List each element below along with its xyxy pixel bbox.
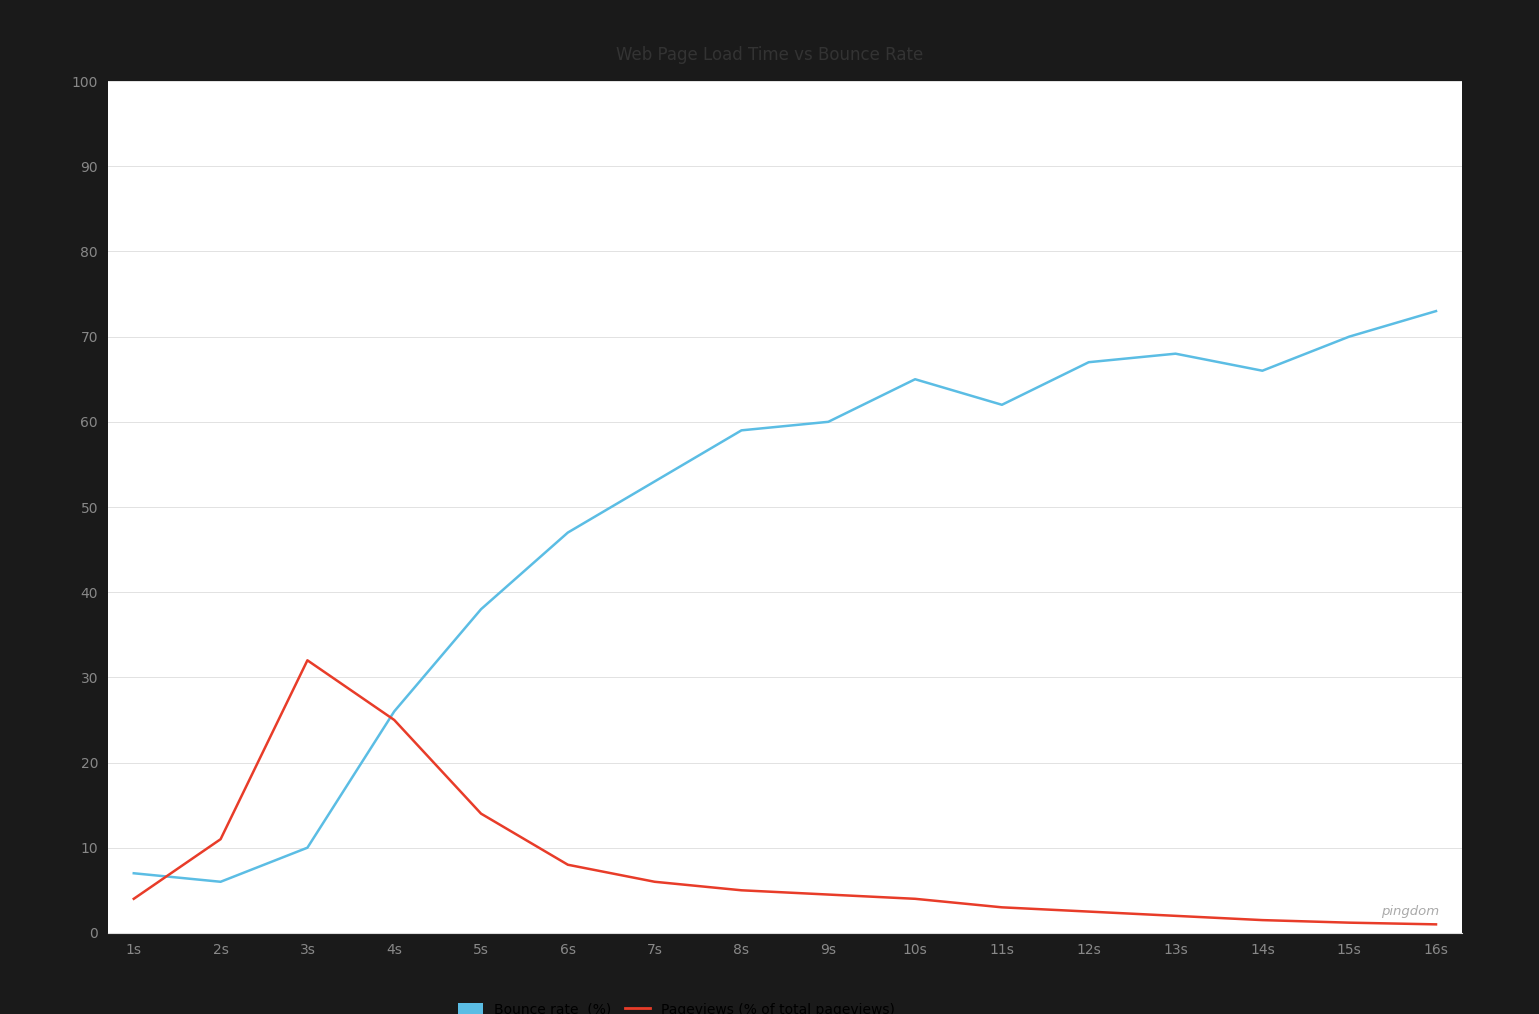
Legend: Bounce rate  (%), Pageviews (% of total pageviews): Bounce rate (%), Pageviews (% of total p…: [451, 996, 902, 1014]
Text: pingdom: pingdom: [1380, 904, 1439, 918]
Text: Web Page Load Time vs Bounce Rate: Web Page Load Time vs Bounce Rate: [616, 46, 923, 64]
